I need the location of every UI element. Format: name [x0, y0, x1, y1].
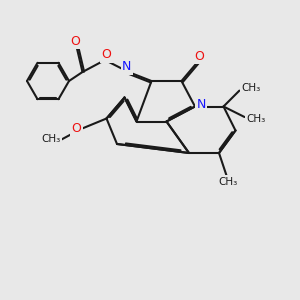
Text: CH₃: CH₃: [246, 114, 266, 124]
Text: O: O: [102, 48, 111, 61]
Text: N: N: [122, 60, 132, 73]
Text: CH₃: CH₃: [241, 83, 260, 93]
Text: N: N: [196, 98, 206, 112]
Text: CH₃: CH₃: [218, 177, 238, 187]
Text: CH₃: CH₃: [41, 134, 61, 145]
Text: O: O: [195, 50, 204, 63]
Text: O: O: [72, 122, 81, 136]
Text: O: O: [70, 34, 80, 48]
